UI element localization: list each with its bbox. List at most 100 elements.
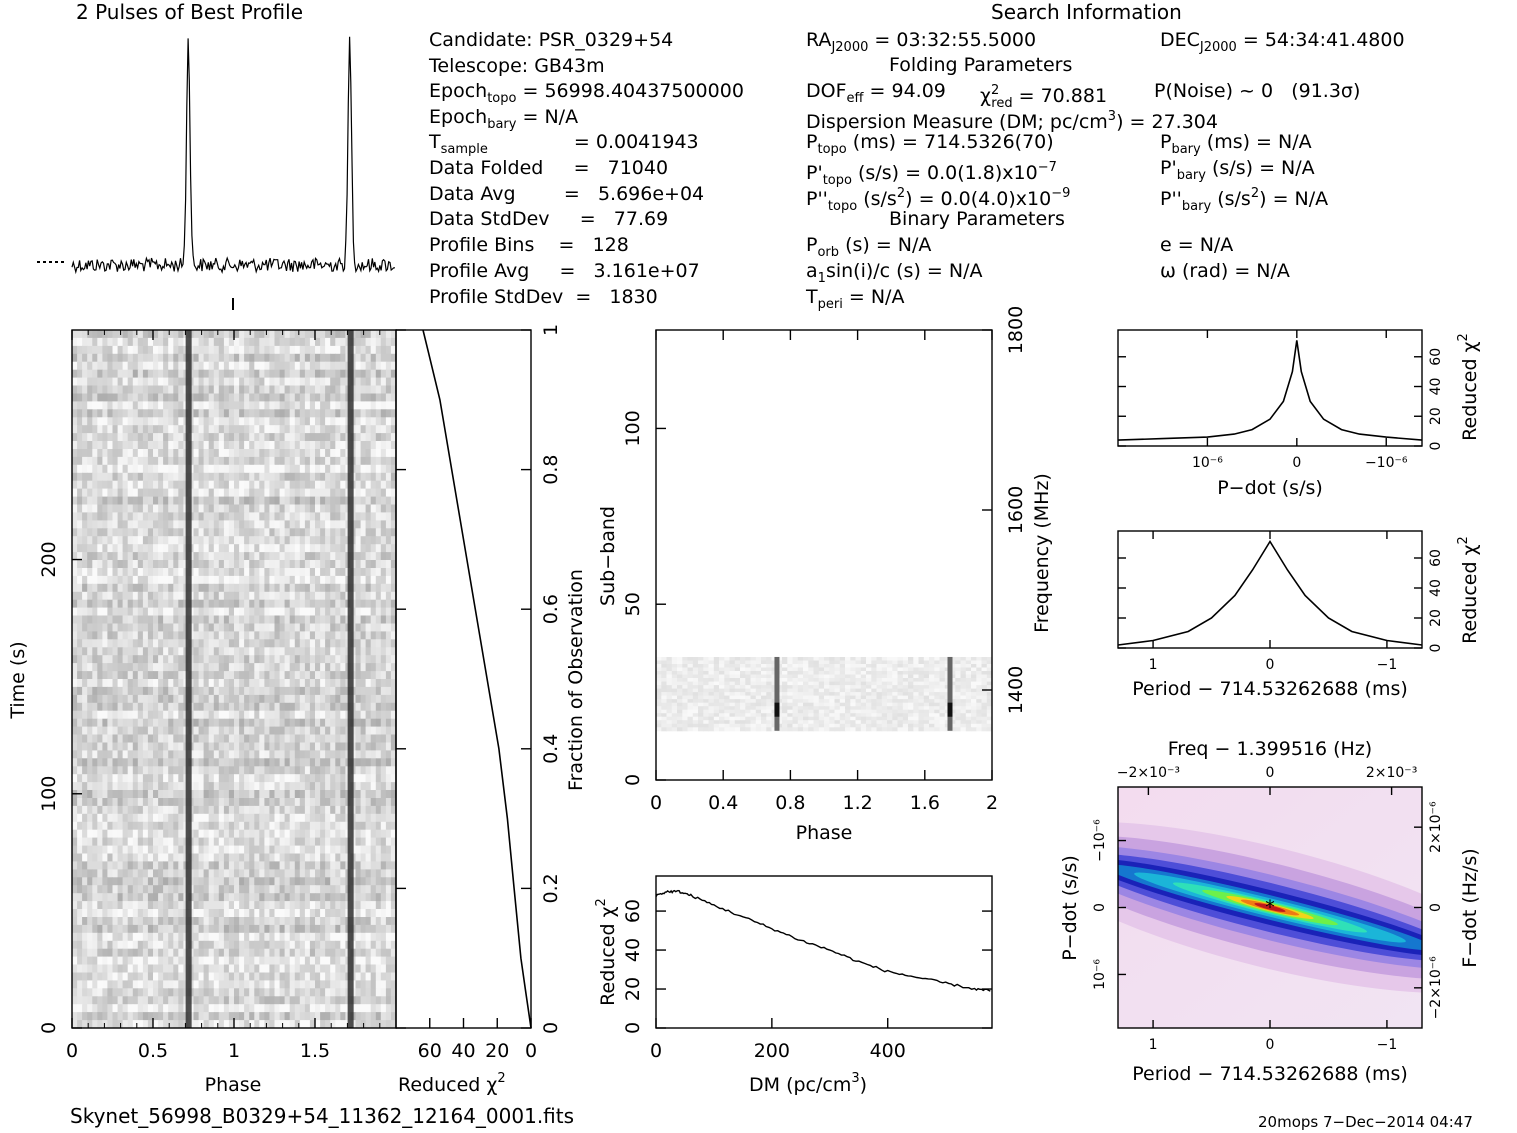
time-phase-cell	[269, 568, 275, 577]
time-phase-cell	[330, 607, 336, 616]
time-phase-cell	[294, 686, 301, 696]
time-phase-cell	[239, 544, 245, 553]
time-phase-cell	[72, 639, 78, 648]
time-phase-cell	[340, 766, 346, 775]
time-phase-cell	[304, 813, 311, 823]
time-phase-cell	[360, 932, 367, 942]
time-phase-cell	[239, 417, 245, 426]
time-phase-cell	[244, 615, 250, 624]
time-phase-cell	[269, 885, 275, 894]
time-phase-cell	[198, 869, 205, 878]
time-phase-cell	[198, 710, 205, 720]
time-phase-cell	[335, 385, 341, 394]
time-phase-cell	[112, 369, 119, 379]
time-phase-cell	[390, 575, 397, 585]
time-phase-cell	[299, 893, 306, 902]
time-phase-cell	[259, 441, 265, 450]
time-phase-cell	[107, 726, 113, 735]
time-phase-cell	[122, 607, 129, 616]
time-phase-cell	[228, 504, 235, 513]
time-phase-cell	[249, 694, 255, 704]
time-phase-cell	[239, 401, 245, 410]
time-phase-cell	[355, 488, 362, 497]
time-phase-cell	[315, 337, 321, 347]
time-phase-cell	[239, 607, 245, 616]
time-phase-cell	[198, 837, 205, 846]
time-phase-cell	[178, 544, 184, 553]
time-phase-cell	[365, 464, 372, 474]
time-phase-cell	[208, 528, 215, 537]
time-phase-cell	[72, 671, 78, 680]
time-phase-cell	[117, 409, 124, 418]
time-phase-cell	[163, 686, 169, 696]
time-phase-cell	[127, 869, 134, 878]
time-phase-cell	[158, 623, 164, 632]
time-phase-cell	[380, 750, 387, 759]
time-phase-cell	[72, 409, 78, 418]
time-phase-cell	[299, 805, 306, 815]
time-phase-cell	[294, 845, 301, 854]
time-phase-cell	[168, 377, 174, 386]
time-phase-cell	[259, 671, 265, 680]
time-phase-cell	[213, 385, 220, 394]
time-phase-cell	[249, 330, 255, 339]
time-phase-cell	[173, 393, 179, 402]
time-phase-cell	[299, 774, 306, 783]
time-phase-cell	[365, 520, 372, 529]
time-phase-cell	[289, 472, 296, 482]
time-phase-cell	[309, 671, 316, 680]
time-phase-cell	[320, 496, 326, 505]
time-phase-cell	[365, 766, 372, 775]
time-phase-cell	[168, 845, 174, 854]
time-phase-cell	[77, 568, 83, 577]
time-phase-cell	[274, 480, 281, 490]
time-phase-cell	[385, 512, 392, 521]
time-phase-cell	[203, 385, 210, 394]
time-phase-cell	[259, 377, 265, 386]
time-phase-cell	[234, 496, 240, 505]
time-phase-cell	[264, 449, 270, 458]
time-phase-cell	[203, 583, 210, 593]
time-phase-cell	[254, 568, 260, 577]
time-phase-cell	[82, 798, 88, 807]
time-phase-cell	[390, 385, 397, 394]
time-phase-cell	[325, 456, 331, 466]
time-phase-cell	[168, 758, 174, 767]
time-phase-cell	[360, 924, 367, 934]
time-phase-cell	[203, 805, 210, 815]
time-phase-cell	[147, 663, 154, 672]
time-phase-cell	[97, 869, 103, 878]
time-phase-cell	[122, 694, 129, 704]
time-phase-cell	[269, 409, 275, 418]
time-phase-cell	[112, 909, 119, 918]
time-phase-cell	[228, 393, 235, 402]
time-phase-cell	[158, 369, 164, 379]
time-phase-cell	[299, 353, 306, 363]
time-phase-cell	[355, 710, 362, 720]
time-phase-cell	[309, 496, 316, 505]
time-phase-cell	[279, 464, 286, 474]
time-phase-cell	[122, 496, 129, 505]
time-phase-cell	[147, 607, 154, 616]
time-phase-cell	[264, 607, 270, 616]
time-phase-cell	[325, 734, 331, 743]
time-phase-cell	[213, 417, 220, 426]
time-phase-cell	[299, 909, 306, 918]
time-phase-cell	[193, 639, 200, 648]
time-phase-cell	[279, 821, 286, 831]
time-phase-cell	[355, 337, 362, 347]
time-phase-cell	[193, 694, 200, 704]
time-phase-cell	[244, 401, 250, 410]
time-phase-cell	[213, 528, 220, 537]
time-phase-cell	[193, 845, 200, 854]
time-phase-cell	[163, 758, 169, 767]
time-phase-cell	[228, 734, 235, 743]
time-phase-cell	[335, 607, 341, 616]
time-phase-cell	[284, 536, 291, 545]
time-phase-cell	[178, 750, 184, 759]
time-phase-cell	[142, 345, 149, 355]
time-phase-cell	[279, 377, 286, 386]
time-phase-cell	[330, 480, 336, 490]
time-phase-cell	[264, 821, 270, 831]
time-phase-cell	[107, 512, 113, 521]
